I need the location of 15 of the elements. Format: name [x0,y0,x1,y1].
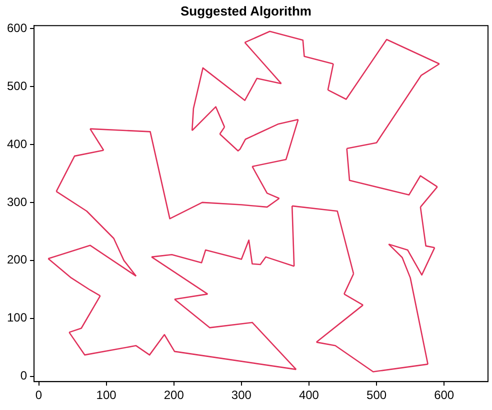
y-tick-label: 0 [20,368,28,383]
x-tick-label: 100 [96,388,117,402]
x-tick-label: 0 [35,388,42,402]
y-tick-label: 200 [6,252,28,267]
x-tick-label: 600 [434,388,454,402]
x-tick-label: 400 [298,388,320,402]
y-tick-label: 400 [6,136,28,151]
x-tick-label: 200 [164,388,184,402]
y-tick-label: 100 [6,310,28,325]
y-tick-label: 500 [6,78,28,93]
x-tick-label: 300 [231,388,252,402]
x-tick-label: 500 [366,388,387,402]
chart-title: Suggested Algorithm [180,3,312,18]
y-tick-label: 300 [6,194,28,209]
y-tick-label: 600 [6,20,28,35]
